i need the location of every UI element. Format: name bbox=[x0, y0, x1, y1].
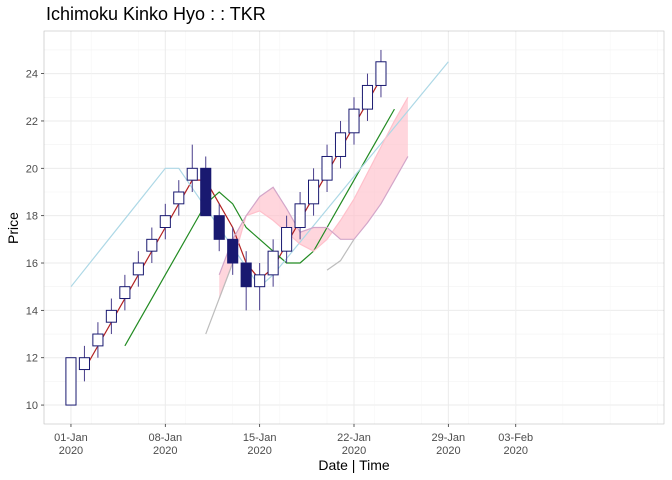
cloud-fill bbox=[219, 97, 408, 299]
candle-up bbox=[375, 61, 387, 86]
candle-up bbox=[173, 191, 185, 205]
y-axis-title: Price bbox=[5, 212, 21, 244]
candle-up bbox=[361, 84, 374, 110]
candle-down bbox=[240, 262, 252, 288]
ichimoku-cloud bbox=[219, 97, 408, 299]
x-tick-label-year: 2020 bbox=[503, 445, 527, 457]
candle-up bbox=[294, 203, 306, 228]
y-tick-label: 16 bbox=[26, 258, 38, 270]
candle-up bbox=[92, 333, 104, 347]
x-tick-label-day: 03-Feb bbox=[498, 432, 533, 444]
x-tick-label-year: 2020 bbox=[342, 445, 366, 457]
candle-up bbox=[78, 357, 90, 371]
chart-title: Ichimoku Kinko Hyo : : TKR bbox=[46, 4, 266, 24]
x-tick-label-year: 2020 bbox=[436, 445, 460, 457]
y-tick-label: 22 bbox=[26, 116, 38, 128]
candle-down bbox=[227, 238, 239, 264]
x-tick-label-year: 2020 bbox=[153, 445, 177, 457]
x-tick-label-day: 08-Jan bbox=[148, 432, 182, 444]
y-tick-label: 24 bbox=[26, 69, 38, 81]
y-tick-label: 10 bbox=[26, 400, 38, 412]
x-tick-label-day: 01-Jan bbox=[54, 432, 88, 444]
y-tick-label: 18 bbox=[26, 211, 38, 223]
candle-up bbox=[65, 357, 77, 406]
candle-up bbox=[308, 179, 320, 205]
x-tick-label-year: 2020 bbox=[247, 445, 271, 457]
senkou-a-line bbox=[218, 96, 409, 299]
x-axis-ticks: 01-Jan202008-Jan202015-Jan202022-Jan2020… bbox=[54, 424, 533, 457]
y-tick-label: 20 bbox=[26, 163, 38, 175]
cloud-alt-line bbox=[205, 262, 234, 335]
candles bbox=[65, 49, 387, 406]
candle-up bbox=[146, 238, 158, 252]
candle-up bbox=[132, 262, 144, 276]
x-tick-label-day: 15-Jan bbox=[243, 432, 277, 444]
candle-down bbox=[200, 167, 212, 217]
candle-up bbox=[321, 155, 333, 181]
candle-up bbox=[119, 286, 131, 300]
cloud-bottom-line bbox=[326, 239, 355, 271]
candle-up bbox=[186, 167, 198, 181]
senkou-b-line bbox=[218, 156, 409, 276]
candle-up bbox=[334, 132, 347, 157]
candle-up bbox=[254, 274, 266, 288]
kijun-line bbox=[124, 108, 395, 347]
y-axis-ticks: 10 12 14 16 18 20 22 24 bbox=[26, 69, 44, 412]
x-tick-label-day: 29-Jan bbox=[432, 432, 466, 444]
x-axis-title: Date | Time bbox=[318, 457, 390, 473]
candle-up bbox=[348, 108, 360, 134]
y-tick-label: 14 bbox=[26, 305, 38, 317]
x-tick-label-day: 22-Jan bbox=[337, 432, 371, 444]
candle-up bbox=[281, 227, 293, 252]
candle-up bbox=[105, 309, 117, 323]
candle-up bbox=[267, 250, 279, 276]
x-tick-label-year: 2020 bbox=[59, 445, 83, 457]
y-tick-label: 12 bbox=[26, 353, 38, 365]
candle-down bbox=[213, 215, 225, 240]
candle-up bbox=[159, 215, 171, 228]
